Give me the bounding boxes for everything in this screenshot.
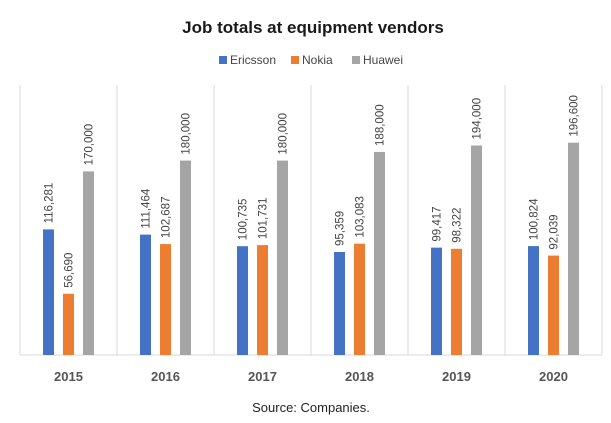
data-label-huawei-2016: 180,000: [181, 113, 193, 155]
source-note: Source: Companies.: [252, 400, 370, 415]
data-label-nokia-2015: 56,690: [64, 253, 76, 288]
bar-huawei-2017: [277, 160, 288, 355]
data-label-nokia-2018: 103,083: [355, 196, 367, 238]
legend: Ericsson Nokia Huawei: [219, 53, 403, 67]
bar-huawei-2016: [180, 160, 191, 355]
bar-ericsson-2020: [528, 246, 539, 355]
data-label-nokia-2017: 101,731: [258, 198, 270, 240]
data-label-nokia-2019: 98,322: [452, 208, 464, 243]
x-tick-label-2020: 2020: [539, 369, 568, 384]
legend-swatch-nokia: [291, 56, 299, 64]
data-label-huawei-2015: 170,000: [84, 124, 96, 166]
chart-title: Job totals at equipment vendors: [182, 18, 444, 37]
data-label-ericsson-2018: 95,359: [335, 211, 347, 246]
bar-ericsson-2015: [43, 229, 54, 355]
data-label-huawei-2020: 196,600: [569, 95, 581, 137]
bar-nokia-2015: [63, 293, 74, 355]
bar-ericsson-2019: [431, 247, 442, 355]
bar-ericsson-2017: [237, 246, 248, 355]
bar-ericsson-2016: [140, 234, 151, 355]
bar-nokia-2020: [548, 255, 559, 355]
bar-nokia-2017: [257, 245, 268, 355]
data-label-huawei-2017: 180,000: [278, 113, 290, 155]
data-label-ericsson-2015: 116,281: [44, 183, 56, 224]
data-label-ericsson-2016: 111,464: [141, 188, 153, 228]
data-label-nokia-2020: 92,039: [549, 214, 561, 249]
bar-huawei-2015: [83, 171, 94, 355]
data-label-ericsson-2020: 100,824: [529, 198, 541, 240]
x-tick-label-2016: 2016: [151, 369, 180, 384]
bar-huawei-2019: [471, 145, 482, 355]
data-label-ericsson-2017: 100,735: [238, 199, 250, 241]
legend-label-nokia: Nokia: [302, 53, 333, 67]
data-label-ericsson-2019: 99,417: [432, 206, 444, 241]
data-label-huawei-2018: 188,000: [375, 104, 387, 146]
legend-swatch-ericsson: [219, 56, 227, 64]
legend-swatch-huawei: [352, 56, 360, 64]
data-label-huawei-2019: 194,000: [472, 98, 484, 140]
bar-ericsson-2018: [334, 252, 345, 355]
data-label-nokia-2016: 102,687: [161, 197, 173, 239]
bar-huawei-2018: [374, 151, 385, 355]
legend-label-ericsson: Ericsson: [230, 53, 276, 67]
plot-area: 2015 116,281 56,690 170,000 2016 111,464 102,6…: [19, 85, 603, 384]
x-tick-label-2015: 2015: [54, 369, 83, 384]
bar-huawei-2020: [568, 142, 579, 355]
bar-nokia-2016: [160, 244, 171, 355]
x-tick-label-2019: 2019: [442, 369, 471, 384]
x-tick-label-2018: 2018: [345, 369, 374, 384]
bar-nokia-2018: [354, 243, 365, 355]
legend-label-huawei: Huawei: [363, 53, 403, 67]
x-tick-label-2017: 2017: [248, 369, 277, 384]
bar-nokia-2019: [451, 248, 462, 355]
